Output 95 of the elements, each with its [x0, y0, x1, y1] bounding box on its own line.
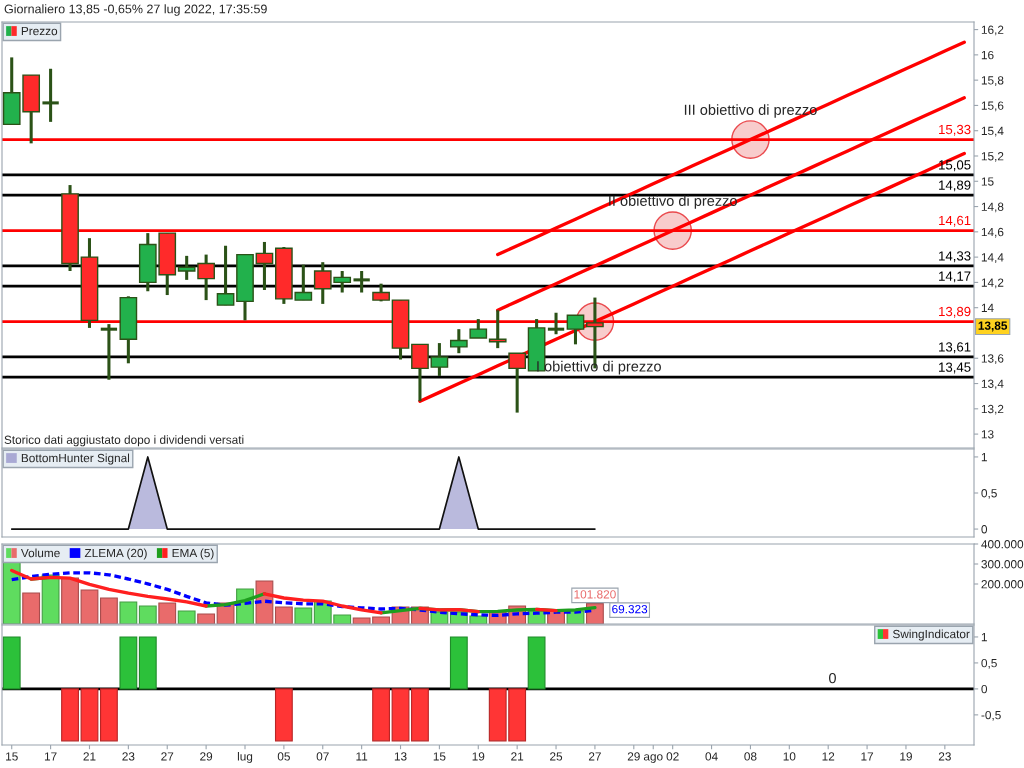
y-tick-label: 14,6	[981, 227, 1004, 238]
bar	[294, 607, 313, 624]
x-tick-label: 15	[6, 752, 18, 761]
ref-line-label: 14,17	[939, 271, 971, 283]
bar	[119, 601, 138, 624]
x-tick-label: 23	[938, 752, 951, 761]
candlestick	[430, 343, 449, 376]
x-tick-label: 27	[161, 752, 174, 761]
ref-line-label: 14,33	[939, 251, 971, 263]
x-tick-label: 05	[277, 752, 290, 761]
y-tick-label: 0,5	[981, 658, 997, 669]
y-tick-label: 13,2	[981, 404, 1004, 415]
x-tick-label: 21	[83, 752, 96, 761]
ref-line-label: 14,89	[939, 180, 971, 192]
x-tick-label: 10	[783, 752, 796, 761]
x-tick-label: 19	[900, 752, 912, 761]
bar	[138, 605, 157, 624]
legend-label: BottomHunter Signal	[21, 453, 130, 465]
x-tick-label: ago	[643, 754, 663, 763]
candlestick	[216, 245, 235, 307]
candlestick	[255, 240, 274, 290]
bar	[197, 613, 216, 624]
ref-line-label: 13,89	[939, 306, 971, 318]
bar	[177, 610, 196, 624]
y-tick-label: 300.000	[981, 560, 1024, 569]
x-tick-label: 11	[356, 752, 368, 761]
bar	[22, 592, 41, 624]
legend-label: Volume	[20, 548, 60, 558]
candlestick	[566, 314, 585, 345]
candlestick	[488, 310, 507, 350]
x-tick-label: 25	[550, 752, 563, 761]
y-tick-label: 14,4	[981, 253, 1004, 263]
y-tick-label: 15,8	[981, 76, 1004, 86]
candlestick	[546, 312, 566, 336]
y-tick-label: 400.000	[981, 540, 1024, 549]
y-tick-label: 14,8	[981, 202, 1004, 213]
y-tick-label: -0,5	[981, 710, 1001, 721]
ref-line-label: 15,05	[939, 160, 971, 172]
x-tick-label: 12	[822, 752, 835, 761]
candlestick	[42, 67, 59, 122]
legend-label: ZLEMA (20)	[84, 548, 147, 560]
y-tick-label: 13,6	[981, 354, 1004, 365]
y-tick-label: 13,4	[981, 379, 1004, 390]
x-tick-label: 29	[200, 752, 213, 761]
bar	[274, 606, 293, 624]
y-tick-label: 14	[981, 303, 994, 312]
ref-line-label: 13,45	[939, 362, 971, 374]
bar	[158, 602, 177, 624]
ref-line-label: 13,61	[939, 342, 971, 354]
x-tick-label: 17	[44, 752, 57, 761]
annotation: 13,85	[978, 321, 1008, 332]
y-tick-label: 1	[981, 633, 987, 642]
candlestick	[449, 329, 468, 355]
x-tick-label: 07	[316, 752, 329, 761]
x-tick-label: 08	[744, 752, 757, 761]
data-label: 101.820	[574, 590, 616, 599]
y-tick-label: 13	[981, 430, 994, 439]
x-tick-label: 02	[666, 752, 679, 761]
legend-label: SwingIndicator	[892, 629, 970, 641]
x-tick-label: 21	[511, 752, 524, 761]
bar	[41, 574, 60, 624]
y-tick-label: 16	[981, 50, 994, 60]
candlestick	[469, 319, 488, 339]
candlestick	[508, 352, 527, 413]
y-tick-label: 1	[981, 453, 987, 462]
y-tick-label: 200.000	[981, 580, 1024, 589]
candlestick	[100, 324, 119, 380]
x-tick-label: 04	[705, 752, 718, 761]
x-tick-label: 17	[861, 752, 874, 761]
y-tick-label: 15,2	[981, 152, 1004, 162]
legend-label: Prezzo	[21, 26, 58, 36]
x-tick-label: 23	[122, 752, 135, 761]
y-tick-label: 15	[981, 177, 994, 186]
data-label: 69.323	[612, 604, 648, 614]
ref-line-label: 14,61	[939, 215, 971, 227]
annotation: 0	[828, 672, 836, 684]
x-tick-label: 29	[627, 752, 640, 761]
ref-line-label: 15,33	[939, 124, 971, 136]
candlestick	[353, 271, 370, 293]
x-tick-label: lug	[237, 751, 253, 763]
y-tick-label: 0,5	[981, 489, 997, 499]
y-tick-label: 16,2	[981, 25, 1004, 36]
x-tick-label: 19	[472, 752, 485, 761]
chart-title: Giornaliero 13,85 -0,65% 27 lug 2022, 17:35:59	[4, 4, 267, 16]
bar	[100, 597, 118, 624]
x-tick-label: 15	[433, 752, 446, 761]
y-tick-label: 15,6	[981, 101, 1004, 112]
y-tick-label: 15,4	[981, 126, 1004, 137]
x-tick-label: 27	[588, 752, 601, 761]
x-tick-label: 13	[394, 752, 407, 761]
legend-label: EMA (5)	[172, 548, 214, 560]
y-tick-label: 0	[981, 525, 988, 534]
y-tick-label: 14,2	[981, 278, 1004, 289]
y-tick-label: 0	[981, 684, 988, 694]
annotation: Storico dati aggiustato dopo i dividendi versati	[4, 435, 244, 447]
